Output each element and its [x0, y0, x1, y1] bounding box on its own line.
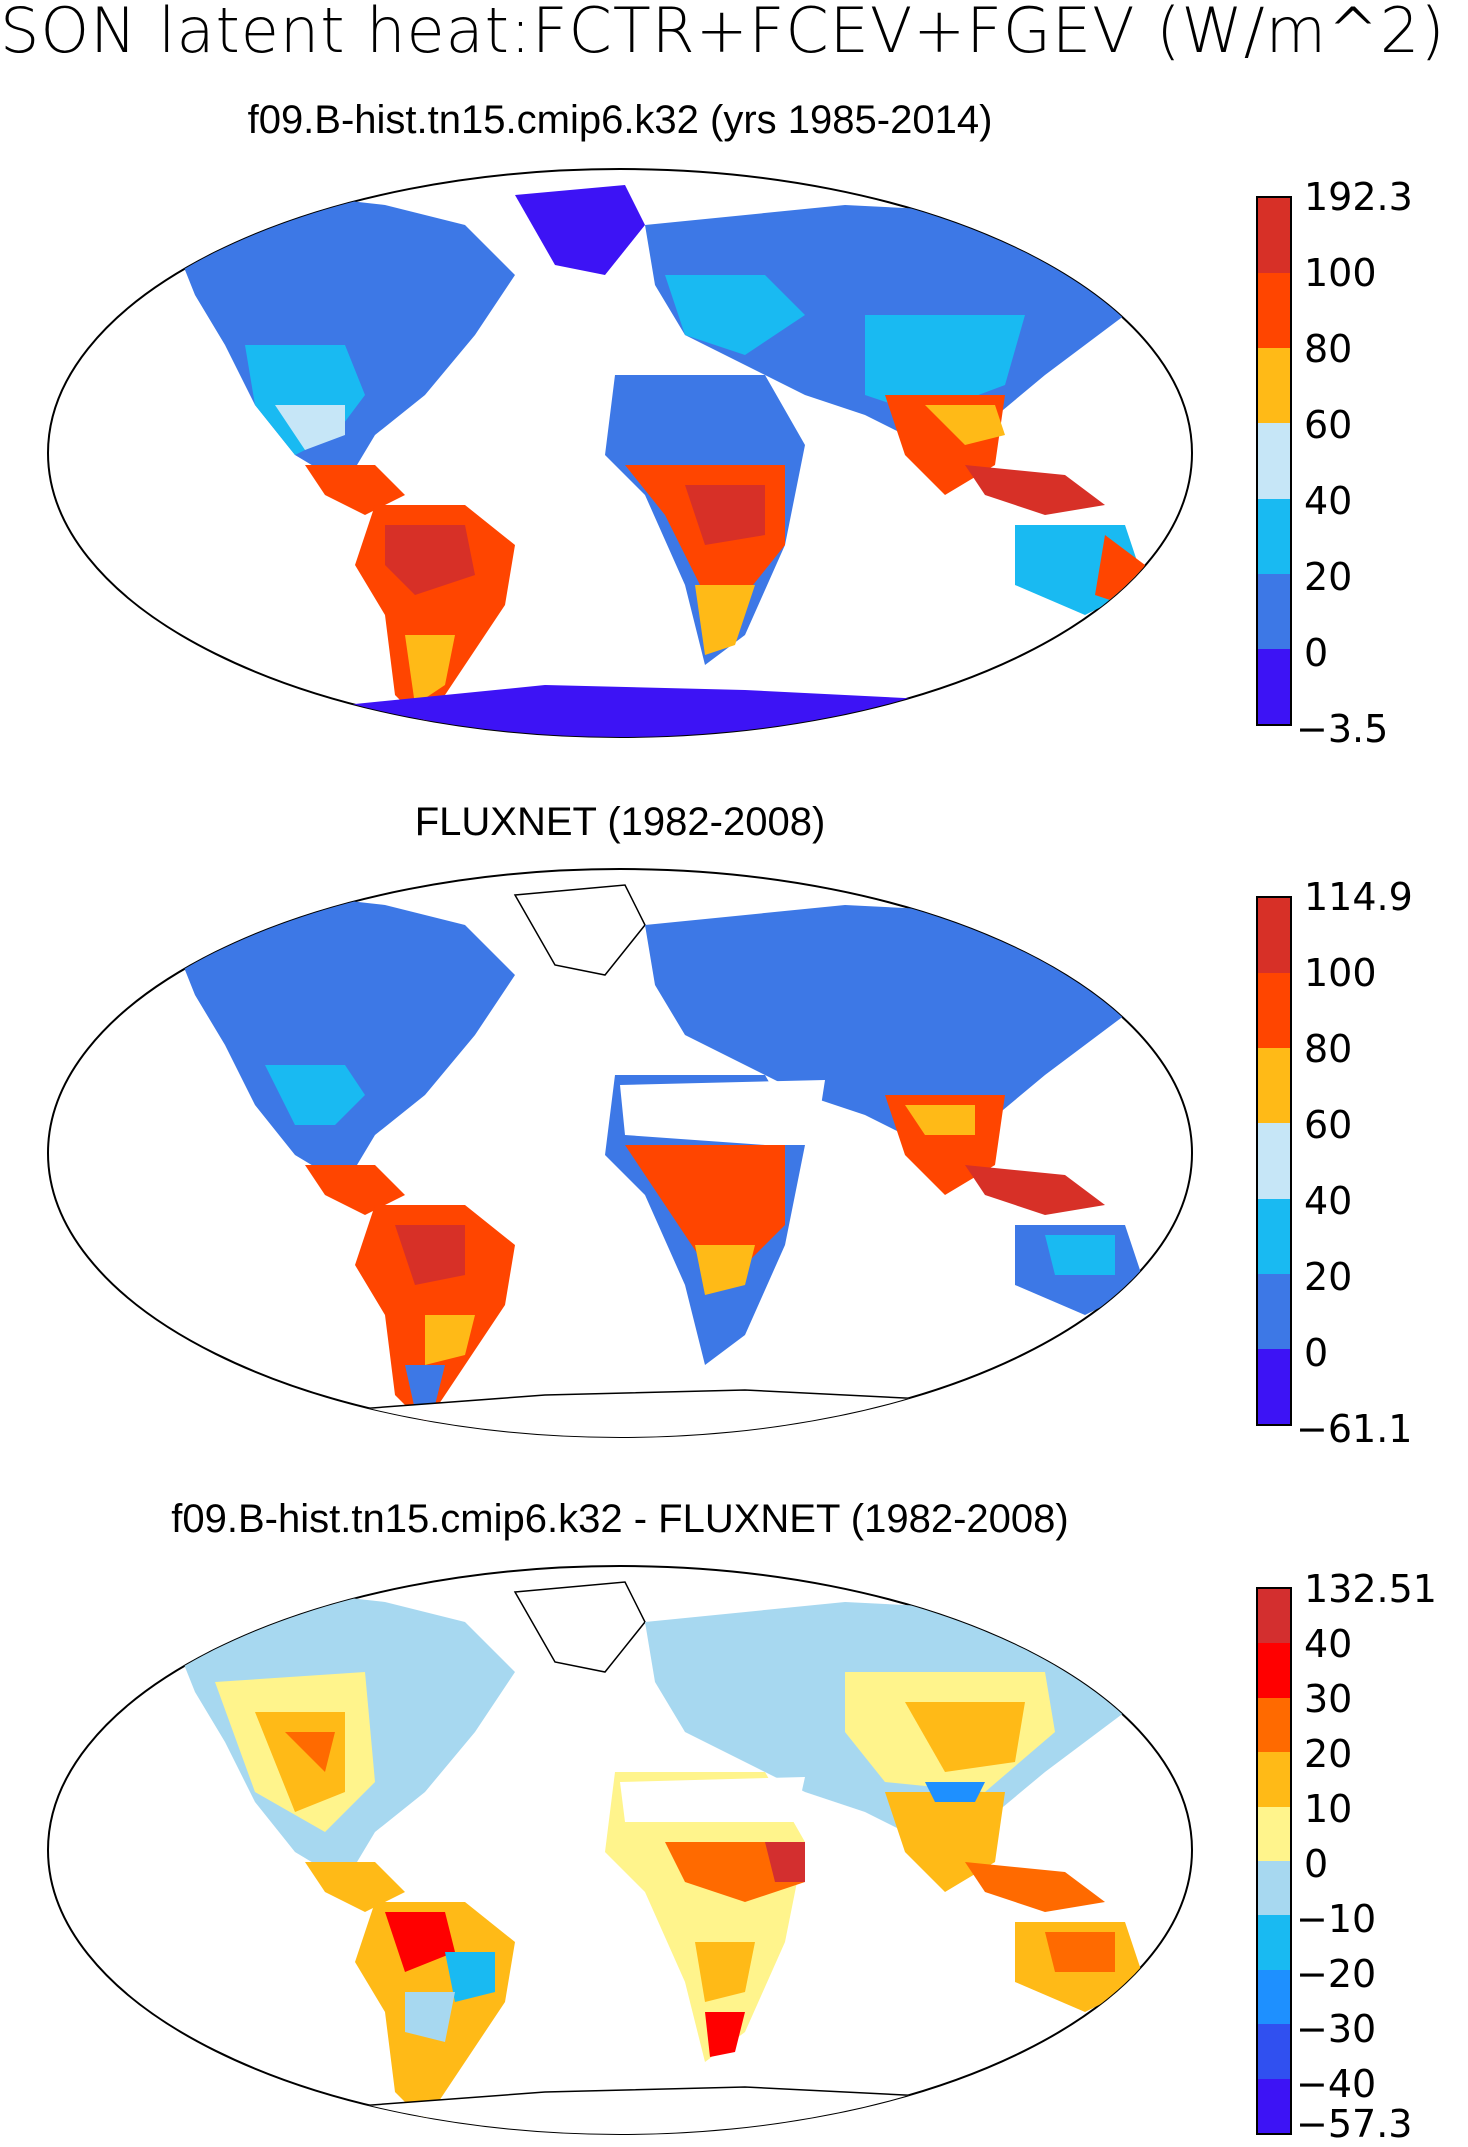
- panel-2-label-3: 60: [1304, 1103, 1353, 1147]
- panel-3-colorbar-bar: [1256, 1587, 1292, 2135]
- panel-1-colorbar-swatch-1: [1258, 273, 1290, 349]
- panel-1-colorbar-swatch-4: [1258, 498, 1290, 574]
- panel-3-colorbar-swatch-8: [1258, 2024, 1290, 2079]
- panel-3-label-2: 30: [1304, 1677, 1353, 1721]
- panel-3-label-7: −20: [1296, 1952, 1377, 1996]
- panel-2-label-5: 20: [1304, 1255, 1353, 1299]
- panel-3-colorbar-swatch-1: [1258, 1643, 1290, 1698]
- panel-1-colorbar-swatch-6: [1258, 648, 1290, 724]
- panel-3-label-3: 20: [1304, 1732, 1353, 1776]
- panel-3-colorbar-swatch-6: [1258, 1915, 1290, 1970]
- panel-1-label-5: 20: [1304, 555, 1353, 599]
- panel-2-label-2: 80: [1304, 1027, 1353, 1071]
- panel-3-label-4: 10: [1304, 1787, 1353, 1831]
- panel-3-colorbar-swatch-9: [1258, 2078, 1290, 2134]
- panel-1-colorbar: 192.3 100 80 60 40 20 0 −3.5: [1256, 170, 1466, 748]
- panel-3-colorbar-swatch-5: [1258, 1861, 1290, 1916]
- panel-3-map: [47, 1565, 1193, 2135]
- panel-2-label-6: 0: [1304, 1331, 1329, 1375]
- figure-title: SON latent heat:FCTR+FCEV+FGEV (W/m^2): [0, 0, 1446, 67]
- panel-1-label-0: 192.3: [1304, 175, 1413, 219]
- panel-3-title: f09.B-hist.tn15.cmip6.k32 - FLUXNET (198…: [171, 1497, 1069, 1541]
- panel-2-colorbar-swatch-2: [1258, 1048, 1290, 1124]
- panel-3-colorbar-swatch-7: [1258, 1969, 1290, 2025]
- panel-2-colorbar-swatch-5: [1258, 1273, 1290, 1349]
- panel-2-colorbar-swatch-1: [1258, 973, 1290, 1049]
- panel-2-colorbar-swatch-6: [1258, 1348, 1290, 1424]
- panel-1-colorbar-swatch-2: [1258, 348, 1290, 424]
- panel-1-map: [47, 168, 1193, 738]
- panel-3-colorbar-swatch-3: [1258, 1752, 1290, 1807]
- panel-3-label-5: 0: [1304, 1842, 1329, 1886]
- panel-2-colorbar-bar: [1256, 896, 1292, 1426]
- panel-2-colorbar-swatch-4: [1258, 1198, 1290, 1274]
- panel-3-label-9: −40: [1296, 2062, 1377, 2106]
- panel-1-colorbar-swatch-5: [1258, 573, 1290, 649]
- panel-3-label-0: 132.51: [1304, 1567, 1437, 1611]
- panel-1-colorbar-swatch-0: [1258, 198, 1290, 274]
- panel-1-label-6: 0: [1304, 631, 1329, 675]
- panel-2-label-7: −61.1: [1296, 1407, 1413, 1451]
- panel-1-label-4: 40: [1304, 479, 1353, 523]
- panel-3-colorbar-swatch-4: [1258, 1806, 1290, 1862]
- panel-1-label-2: 80: [1304, 327, 1353, 371]
- panel-3-colorbar-swatch-0: [1258, 1589, 1290, 1644]
- panel-1-label-7: −3.5: [1296, 707, 1389, 751]
- panel-3-label-10: −57.3: [1296, 2102, 1413, 2146]
- panel-3-label-8: −30: [1296, 2007, 1377, 2051]
- panel-2-colorbar-swatch-3: [1258, 1123, 1290, 1199]
- panel-3-colorbar: 132.51 40 30 20 10 0 −10 −20 −30 −40 −57…: [1256, 1565, 1466, 2145]
- panel-2-label-1: 100: [1304, 951, 1377, 995]
- panel-2-map: [47, 868, 1193, 1438]
- panel-2-label-0: 114.9: [1304, 875, 1413, 919]
- north-america-land: [175, 195, 515, 485]
- panel-3-colorbar-swatch-2: [1258, 1697, 1290, 1753]
- panel-3-label-6: −10: [1296, 1897, 1377, 1941]
- panel-1-label-1: 100: [1304, 251, 1377, 295]
- panel-3-label-1: 40: [1304, 1622, 1353, 1666]
- panel-2-label-4: 40: [1304, 1179, 1353, 1223]
- panel-1-label-3: 60: [1304, 403, 1353, 447]
- panel-1-land-field: [48, 185, 1192, 737]
- panel-3-land-field: [48, 1581, 1192, 2134]
- panel-1-colorbar-bar: [1256, 196, 1292, 726]
- panel-2-colorbar-swatch-0: [1258, 898, 1290, 974]
- panel-1-colorbar-swatch-3: [1258, 423, 1290, 499]
- antarctica-land: [48, 685, 1192, 737]
- panel-2-colorbar: 114.9 100 80 60 40 20 0 −61.1: [1256, 870, 1466, 1448]
- panel-1-title: f09.B-hist.tn15.cmip6.k32 (yrs 1985-2014…: [247, 98, 993, 142]
- panel-2-title: FLUXNET (1982-2008): [414, 800, 826, 844]
